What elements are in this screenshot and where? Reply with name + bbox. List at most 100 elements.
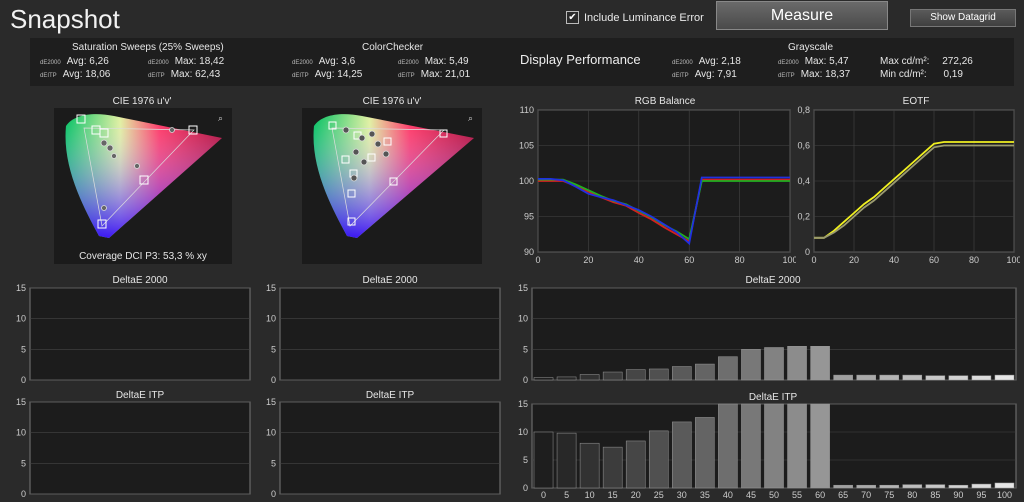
x-tick-label: 40: [889, 255, 899, 265]
gs-deitp-max: dEITP Max: 18,37: [778, 69, 851, 80]
bar: [533, 431, 554, 489]
plot-area: [279, 401, 501, 495]
cc-deitp-avg: dEITP Avg: 14,25: [292, 69, 363, 80]
page-title: Snapshot: [10, 4, 120, 34]
x-tick-label: 20: [849, 255, 859, 265]
x-tick-label: 80: [969, 255, 979, 265]
y-tick-label: 5: [21, 458, 26, 468]
bar: [902, 484, 923, 489]
x-tick-label: 100: [782, 255, 796, 265]
x-tick-label: 100: [997, 490, 1012, 500]
y-tick-label: 0: [523, 483, 528, 493]
sat-de2000-avg: dE2000 Avg: 6,26: [40, 56, 109, 67]
y-tick-label: 105: [519, 141, 534, 151]
x-tick-label: 60: [815, 490, 825, 500]
y-tick-label: 0: [523, 375, 528, 385]
y-tick-label: 0,8: [797, 106, 810, 115]
bar: [925, 484, 946, 489]
include-luminance-checkbox[interactable]: ✔ Include Luminance Error: [566, 11, 704, 24]
bar: [648, 368, 669, 381]
bar: [579, 374, 600, 381]
x-tick-label: 90: [953, 490, 963, 500]
bar: [602, 446, 623, 489]
x-tick-label: 100: [1006, 255, 1020, 265]
x-tick-label: 20: [583, 255, 593, 265]
bar: [810, 346, 830, 381]
bar: [810, 403, 830, 489]
bar: [672, 366, 692, 381]
zoom-icon-2: ⌕: [468, 113, 473, 123]
bar: [971, 483, 992, 489]
bar: [741, 403, 761, 489]
cie-diagram-colorchecker[interactable]: ⌕: [302, 108, 482, 264]
x-tick-label: 35: [700, 490, 710, 500]
deitp-title-2: DeltaE ITP: [365, 390, 415, 401]
eotf-chart: 0,8 0,6 0,4 0,2 00 20 40 60 80 100: [797, 106, 1020, 265]
measure-button[interactable]: Measure: [716, 1, 888, 30]
gs-de2000-max: dE2000 Max: 5,47: [778, 56, 849, 67]
summary-panel: Saturation Sweeps (25% Sweeps) dE2000 Avg…: [30, 38, 1014, 86]
plot-area: [29, 287, 251, 381]
bar: [718, 403, 738, 489]
y-tick-label: 5: [523, 344, 528, 354]
y-tick-label: 10: [16, 314, 26, 324]
plot-area: [279, 287, 501, 381]
series-line-1: [814, 144, 1014, 239]
y-tick-label: 0: [21, 375, 26, 385]
coverage-label: Coverage DCI P3: 53,3 % xy: [79, 251, 207, 262]
bar: [879, 374, 900, 381]
x-tick-label: 30: [677, 490, 687, 500]
de2000-title-2: DeltaE 2000: [362, 275, 418, 286]
y-tick-label: 15: [518, 284, 528, 293]
bar: [833, 484, 853, 489]
y-tick-label: 15: [16, 284, 26, 293]
cie-title-1: CIE 1976 u'v': [112, 96, 172, 107]
bar: [902, 374, 923, 381]
colorchecker-deitp-chart: 15 10 5 0: [266, 398, 501, 499]
x-tick-label: 60: [929, 255, 939, 265]
gs-de2000-avg: dE2000 Avg: 2,18: [672, 56, 741, 67]
include-luminance-label: Include Luminance Error: [584, 11, 704, 24]
cc-de2000-avg: dE2000 Avg: 3,6: [292, 56, 356, 67]
y-tick-label: 10: [266, 314, 276, 324]
sat-deitp-avg: dEITP Avg: 18,06: [40, 69, 111, 80]
y-tick-label: 0: [271, 489, 276, 499]
cc-de2000-max: dE2000 Max: 5,49: [398, 56, 469, 67]
x-tick-label: 85: [930, 490, 940, 500]
colorchecker-title: ColorChecker: [362, 42, 424, 53]
bar: [695, 363, 715, 381]
bar: [948, 375, 969, 381]
x-tick-label: 0: [541, 490, 546, 500]
y-tick-label: 95: [524, 212, 534, 222]
bar: [556, 376, 577, 381]
eotf-title: EOTF: [902, 96, 930, 107]
saturation-de2000-chart: 15 10 5 0: [16, 284, 251, 385]
cie-diagram-saturation[interactable]: ⌕: [54, 108, 232, 264]
x-tick-label: 70: [861, 490, 871, 500]
bar: [533, 377, 554, 381]
y-tick-label: 0,6: [797, 141, 810, 151]
y-tick-label: 100: [519, 176, 534, 186]
colorchecker-de2000-chart: 15 10 5 0: [266, 284, 501, 385]
bar: [994, 482, 1015, 489]
bar: [764, 347, 784, 381]
show-datagrid-button[interactable]: Show Datagrid: [910, 9, 1016, 27]
y-tick-label: 15: [16, 398, 26, 407]
bar: [602, 371, 623, 381]
deitp-title-grayscale: DeltaE ITP: [748, 392, 798, 403]
bar: [948, 484, 969, 489]
bar: [856, 484, 876, 489]
y-tick-label: 5: [21, 344, 26, 354]
x-tick-label: 45: [746, 490, 756, 500]
de2000-title-grayscale: DeltaE 2000: [745, 275, 801, 286]
x-tick-label: 60: [684, 255, 694, 265]
grayscale-de2000-chart: 15 10 5 0: [518, 284, 1017, 385]
cc-deitp-max: dEITP Max: 21,01: [398, 69, 471, 80]
rgb-balance-title: RGB Balance: [634, 96, 696, 107]
sat-de2000-max: dE2000 Max: 18,42: [148, 56, 225, 67]
y-tick-label: 15: [266, 284, 276, 293]
bar: [787, 403, 807, 489]
rgb-balance-chart: 110 105 100 95 900 20 40 60 80 100: [519, 106, 796, 265]
y-tick-label: 0,2: [797, 212, 810, 222]
